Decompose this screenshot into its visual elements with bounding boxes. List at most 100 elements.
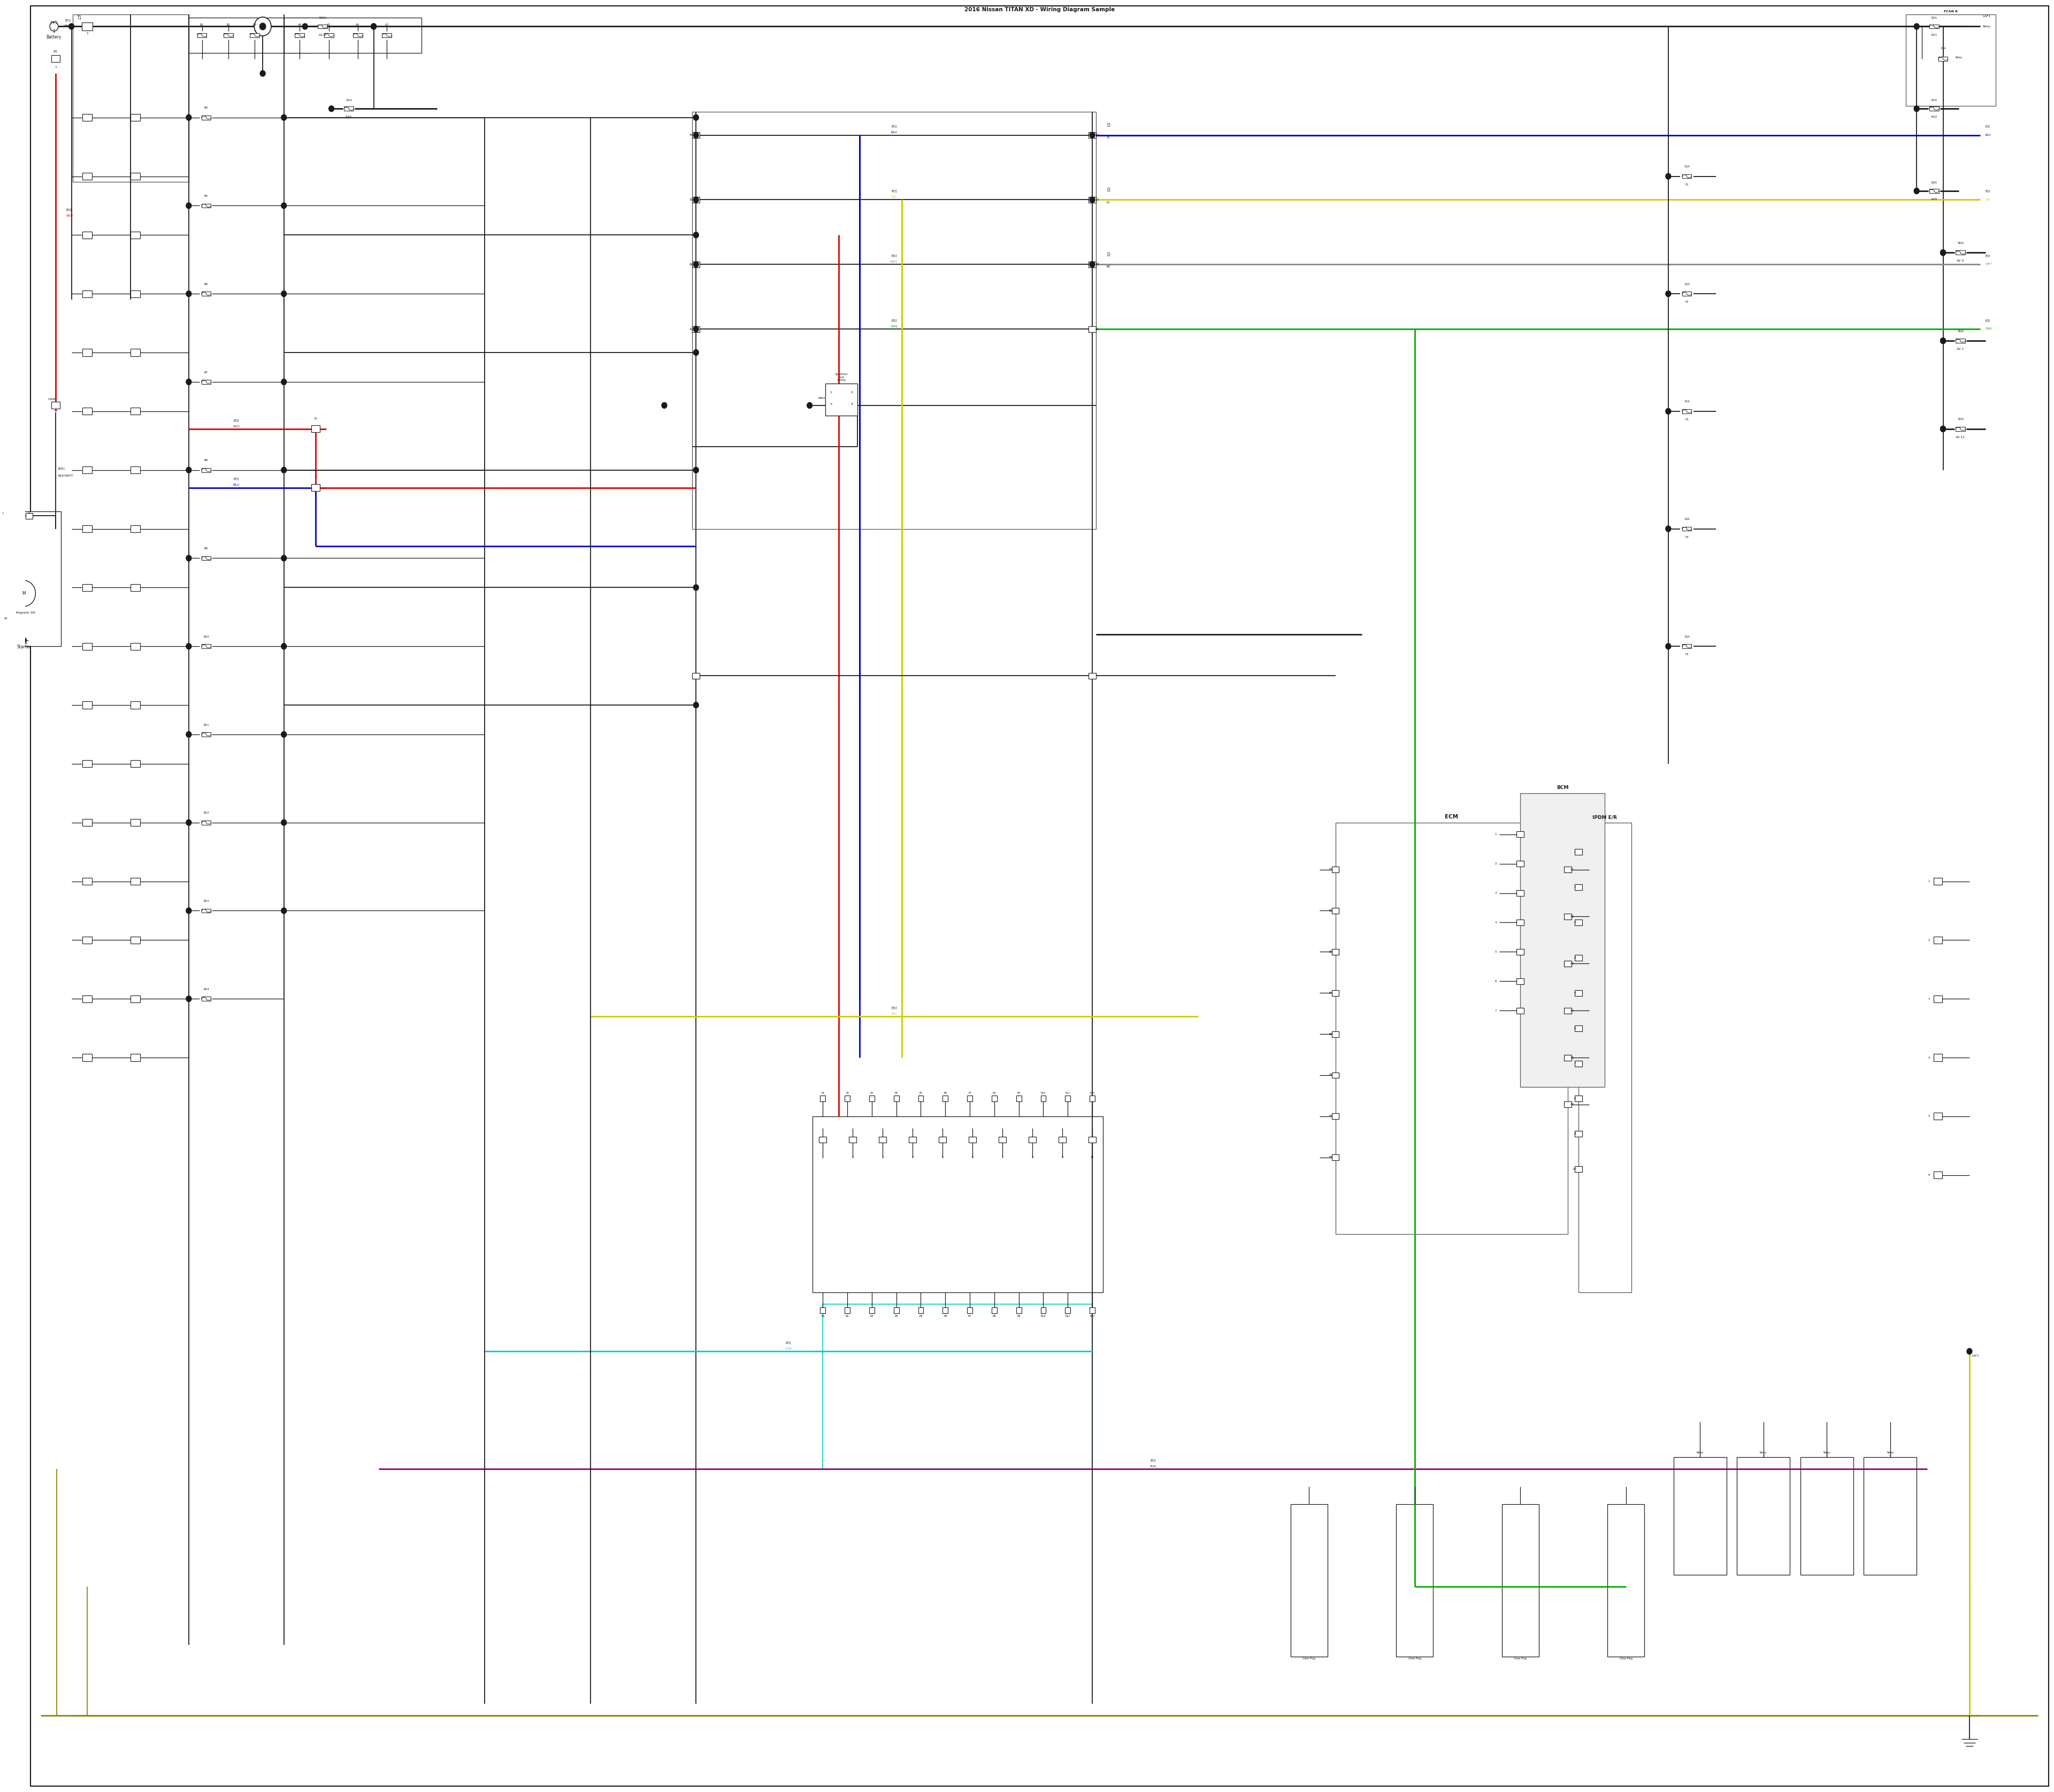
Bar xyxy=(1608,1503,1645,1658)
Bar xyxy=(1331,867,1339,873)
Bar xyxy=(692,672,700,679)
Bar xyxy=(201,821,212,824)
Bar xyxy=(1682,645,1692,649)
Circle shape xyxy=(281,643,286,649)
Text: IPDM E/R: IPDM E/R xyxy=(1592,815,1616,819)
Text: (+): (+) xyxy=(51,20,58,25)
Text: [EJ]: [EJ] xyxy=(1986,254,1990,258)
Circle shape xyxy=(1914,188,1918,194)
Bar xyxy=(201,733,212,737)
Text: B2: B2 xyxy=(226,23,230,27)
Text: 15A: 15A xyxy=(345,99,351,102)
Circle shape xyxy=(281,202,286,208)
Text: A2: A2 xyxy=(1571,916,1573,918)
Text: Magnetic SW: Magnetic SW xyxy=(16,611,35,615)
Text: 60A: 60A xyxy=(1957,242,1964,244)
Text: P6: P6 xyxy=(943,1091,947,1095)
Circle shape xyxy=(694,326,698,332)
Text: [EJ]: [EJ] xyxy=(891,190,898,194)
Text: YEL: YEL xyxy=(891,1012,898,1016)
Text: [EJ]: [EJ] xyxy=(1986,190,1990,194)
Text: ECM: ECM xyxy=(1444,814,1458,819)
Text: 20A: 20A xyxy=(1957,418,1964,421)
Bar xyxy=(1516,950,1524,955)
Bar xyxy=(0,511,62,647)
Bar xyxy=(1575,1025,1582,1030)
Bar xyxy=(893,1095,900,1102)
Bar xyxy=(131,466,140,473)
Text: 10: 10 xyxy=(1571,1168,1575,1170)
Bar xyxy=(201,556,212,561)
Bar xyxy=(820,1095,826,1102)
Bar xyxy=(82,466,92,473)
Bar xyxy=(918,1095,924,1102)
Text: M: M xyxy=(4,616,6,620)
Text: M: M xyxy=(23,591,25,595)
Bar xyxy=(82,701,92,708)
Text: 66: 66 xyxy=(690,263,694,265)
Bar xyxy=(82,995,92,1002)
Text: [EJ]: [EJ] xyxy=(1986,125,1990,127)
Bar xyxy=(1089,672,1097,679)
Text: A2-11: A2-11 xyxy=(1955,435,1966,439)
Text: R11: R11 xyxy=(1066,1315,1070,1317)
Text: [EJ]: [EJ] xyxy=(234,478,238,480)
Bar xyxy=(131,525,140,532)
Text: A22: A22 xyxy=(1931,116,1937,118)
Bar xyxy=(201,909,212,912)
Bar xyxy=(131,643,140,650)
Bar xyxy=(1089,1136,1097,1143)
Text: LAF1: LAF1 xyxy=(1972,1355,1980,1357)
Text: R6: R6 xyxy=(943,1315,947,1317)
Text: 2: 2 xyxy=(850,391,852,394)
Bar xyxy=(0,513,6,520)
Bar xyxy=(131,819,140,826)
Bar xyxy=(201,645,212,649)
Bar xyxy=(1565,914,1571,919)
Bar xyxy=(943,1095,949,1102)
Bar xyxy=(820,1136,826,1143)
Bar xyxy=(131,115,140,122)
Bar xyxy=(345,108,353,111)
Circle shape xyxy=(261,70,265,77)
Bar xyxy=(131,409,140,414)
Bar xyxy=(1520,794,1604,1088)
Bar xyxy=(1955,339,1966,342)
Text: R3: R3 xyxy=(871,1315,873,1317)
Bar xyxy=(1335,823,1567,1235)
Bar xyxy=(943,1308,949,1314)
Text: YEL: YEL xyxy=(891,195,898,199)
Circle shape xyxy=(694,115,698,120)
Bar xyxy=(826,383,857,416)
Text: R1: R1 xyxy=(822,1315,824,1317)
Bar xyxy=(1089,197,1097,202)
Bar xyxy=(1017,1308,1021,1314)
Text: WHT: WHT xyxy=(1986,263,1992,265)
Bar xyxy=(1516,860,1524,867)
Bar xyxy=(1933,1172,1941,1179)
Bar xyxy=(201,380,212,383)
Text: B7: B7 xyxy=(203,371,207,375)
Bar xyxy=(1906,14,1996,106)
Text: Glow Plug: Glow Plug xyxy=(1514,1658,1526,1659)
Bar xyxy=(1331,909,1339,914)
Circle shape xyxy=(694,133,698,138)
Bar xyxy=(1041,1095,1045,1102)
Circle shape xyxy=(694,468,698,473)
Bar xyxy=(692,326,700,332)
Circle shape xyxy=(281,556,286,561)
Bar xyxy=(1575,1061,1582,1066)
Text: 1: 1 xyxy=(53,29,55,34)
Bar xyxy=(131,878,140,885)
Bar xyxy=(131,349,140,357)
Bar xyxy=(1955,251,1966,254)
Bar xyxy=(1029,1136,1035,1143)
Bar xyxy=(189,18,310,54)
Bar xyxy=(939,1136,947,1143)
Text: 59: 59 xyxy=(1095,134,1099,136)
Text: 10: 10 xyxy=(1091,1156,1095,1159)
Bar xyxy=(82,172,92,179)
Circle shape xyxy=(1941,426,1945,432)
Text: F5: F5 xyxy=(1684,654,1688,656)
Bar xyxy=(82,937,92,944)
